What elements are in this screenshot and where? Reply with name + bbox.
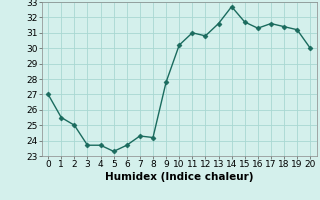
X-axis label: Humidex (Indice chaleur): Humidex (Indice chaleur): [105, 172, 253, 182]
